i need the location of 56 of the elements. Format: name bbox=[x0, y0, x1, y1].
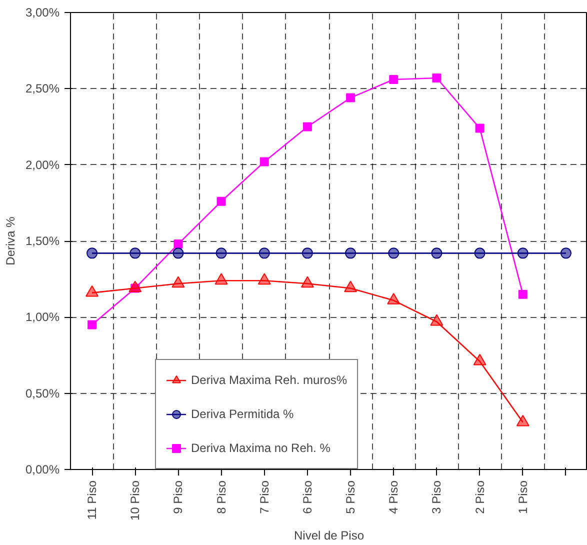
y-tick-label: 0,00% bbox=[25, 462, 60, 476]
point bbox=[174, 240, 183, 249]
point bbox=[346, 93, 356, 102]
point bbox=[516, 414, 530, 426]
x-tick-label: 2 Piso bbox=[472, 480, 487, 514]
y-tick-label: 0,50% bbox=[25, 386, 60, 400]
point bbox=[214, 273, 228, 285]
x-tick-label: 8 Piso bbox=[214, 480, 228, 514]
point bbox=[302, 248, 313, 259]
point bbox=[431, 248, 442, 259]
point bbox=[389, 75, 398, 84]
x-tick-label: 6 Piso bbox=[300, 480, 314, 514]
point bbox=[172, 248, 184, 259]
point bbox=[260, 157, 269, 166]
x-axis-title: Nivel de Piso bbox=[294, 528, 364, 543]
x-tick-label: 4 Piso bbox=[386, 480, 401, 514]
point bbox=[130, 248, 141, 259]
point bbox=[344, 280, 358, 292]
point bbox=[172, 276, 185, 288]
point bbox=[302, 122, 312, 132]
x-tick-label: 10 Piso bbox=[128, 480, 142, 521]
y-axis-title: Deriva % bbox=[3, 216, 18, 266]
point bbox=[518, 290, 528, 299]
x-tick-label: 11 Piso bbox=[85, 480, 100, 520]
point bbox=[216, 248, 227, 259]
point bbox=[345, 248, 356, 259]
point bbox=[560, 248, 572, 259]
point bbox=[430, 314, 444, 326]
point bbox=[86, 248, 98, 259]
legend-label: Deriva Maxima Reh. muros% bbox=[191, 373, 348, 387]
point bbox=[388, 248, 400, 259]
y-tick-label: 2,50% bbox=[25, 82, 60, 96]
legend-label: Deriva Permitida % bbox=[191, 407, 294, 421]
x-tick-label: 5 Piso bbox=[344, 480, 358, 514]
y-tick-label: 1,50% bbox=[25, 234, 60, 248]
point bbox=[300, 276, 314, 288]
y-tick-label: 3,00% bbox=[25, 6, 60, 20]
y-tick-label: 1,00% bbox=[25, 310, 60, 324]
point bbox=[258, 273, 271, 285]
point bbox=[517, 248, 528, 259]
x-tick-label: 3 Piso bbox=[430, 480, 444, 514]
point bbox=[475, 124, 484, 133]
x-tick-label: 1 Piso bbox=[516, 480, 530, 514]
point bbox=[88, 320, 97, 330]
legend-label: Deriva Maxima no Reh. % bbox=[191, 441, 330, 455]
point bbox=[432, 74, 442, 83]
y-tick-label: 2,00% bbox=[25, 158, 60, 172]
point bbox=[258, 248, 270, 259]
point bbox=[474, 248, 486, 259]
point bbox=[216, 196, 226, 206]
point bbox=[387, 292, 400, 304]
point bbox=[128, 280, 142, 292]
point bbox=[86, 285, 99, 297]
x-tick-label: 9 Piso bbox=[171, 480, 186, 514]
point bbox=[473, 354, 486, 366]
x-tick-label: 7 Piso bbox=[257, 480, 272, 514]
